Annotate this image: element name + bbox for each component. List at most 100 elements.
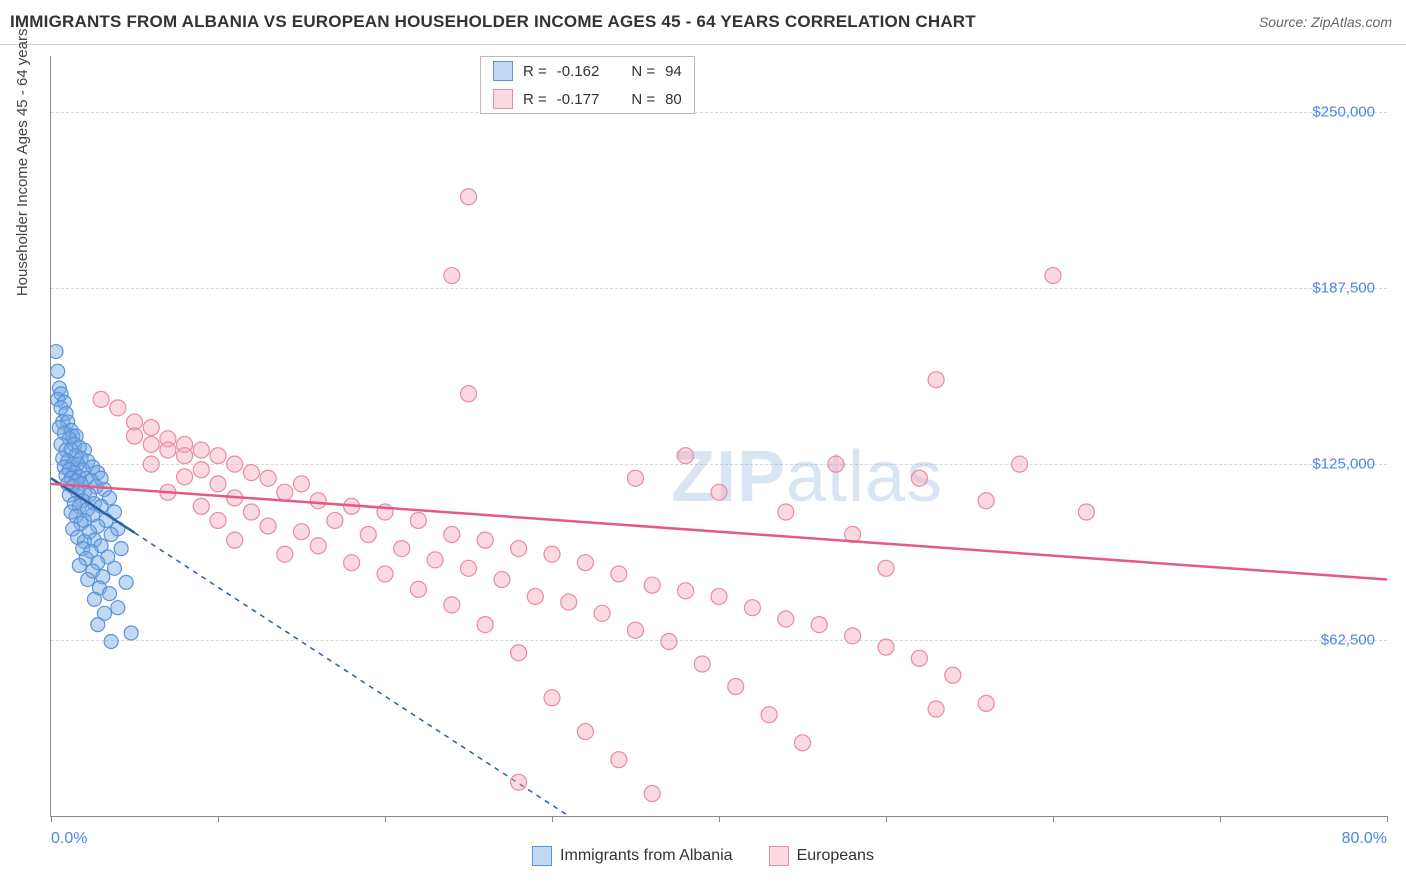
data-point [477,532,493,548]
data-point [795,735,811,751]
data-point [544,546,560,562]
data-point [102,587,116,601]
data-point [628,470,644,486]
data-point [377,566,393,582]
data-point [978,695,994,711]
data-point [778,504,794,520]
data-point [87,592,101,606]
data-point [761,707,777,723]
data-point [444,527,460,543]
data-point [427,552,443,568]
data-point [210,476,226,492]
data-point [210,512,226,528]
data-point [744,600,760,616]
n-label: N = [631,91,655,108]
scatter-plot-svg [51,56,1387,816]
data-point [678,448,694,464]
swatch-europeans [493,89,513,109]
data-point [360,527,376,543]
correlation-legend: R = -0.162 N = 94 R = -0.177 N = 80 [480,56,695,114]
data-point [227,456,243,472]
data-point [711,588,727,604]
data-point [678,583,694,599]
data-point [978,493,994,509]
n-label: N = [631,63,655,80]
data-point [911,650,927,666]
data-point [628,622,644,638]
swatch-albania-icon [532,846,552,866]
data-point [644,785,660,801]
data-point [104,634,118,648]
data-point [561,594,577,610]
data-point [1078,504,1094,520]
data-point [143,456,159,472]
data-point [778,611,794,627]
data-point [93,391,109,407]
data-point [461,560,477,576]
data-point [511,774,527,790]
legend-item-europeans: Europeans [769,846,874,866]
data-point [444,268,460,284]
data-point [143,420,159,436]
data-point [260,518,276,534]
data-point [511,541,527,557]
data-point [394,541,410,557]
title-bar: IMMIGRANTS FROM ALBANIA VS EUROPEAN HOUS… [0,0,1406,45]
data-point [594,605,610,621]
data-point [811,617,827,633]
data-point [928,701,944,717]
data-point [928,372,944,388]
data-point [461,189,477,205]
data-point [81,573,95,587]
data-point [878,639,894,655]
data-point [260,470,276,486]
legend-label-albania: Immigrants from Albania [560,847,733,865]
data-point [444,597,460,613]
data-point [127,428,143,444]
legend-row-europeans: R = -0.177 N = 80 [481,85,694,113]
data-point [104,528,118,542]
data-point [494,572,510,588]
data-point [111,601,125,615]
data-point [828,456,844,472]
data-point [728,679,744,695]
data-point [51,364,65,378]
data-point [243,504,259,520]
data-point [160,442,176,458]
data-point [119,575,133,589]
data-point [611,752,627,768]
data-point [243,465,259,481]
series-legend: Immigrants from Albania Europeans [0,846,1406,866]
data-point [1012,456,1028,472]
data-point [227,532,243,548]
plot-area: ZIPatlas $62,500$125,000$187,500$250,000… [50,56,1387,817]
data-point [110,400,126,416]
data-point [711,484,727,500]
data-point [107,561,121,575]
data-point [177,469,193,485]
data-point [945,667,961,683]
data-point [410,581,426,597]
data-point [1045,268,1061,284]
legend-row-albania: R = -0.162 N = 94 [481,57,694,85]
data-point [114,542,128,556]
data-point [310,538,326,554]
data-point [544,690,560,706]
chart-title: IMMIGRANTS FROM ALBANIA VS EUROPEAN HOUS… [10,12,976,32]
legend-item-albania: Immigrants from Albania [532,846,733,866]
data-point [277,546,293,562]
data-point [193,462,209,478]
n-value-albania: 94 [665,63,682,80]
data-point [344,555,360,571]
data-point [694,656,710,672]
data-point [511,645,527,661]
r-label: R = [523,63,547,80]
data-point [577,555,593,571]
y-axis-title: Householder Income Ages 45 - 64 years [14,29,31,297]
data-point [644,577,660,593]
data-point [193,442,209,458]
legend-label-europeans: Europeans [797,847,874,865]
data-point [143,436,159,452]
r-label: R = [523,91,547,108]
swatch-europeans-icon [769,846,789,866]
